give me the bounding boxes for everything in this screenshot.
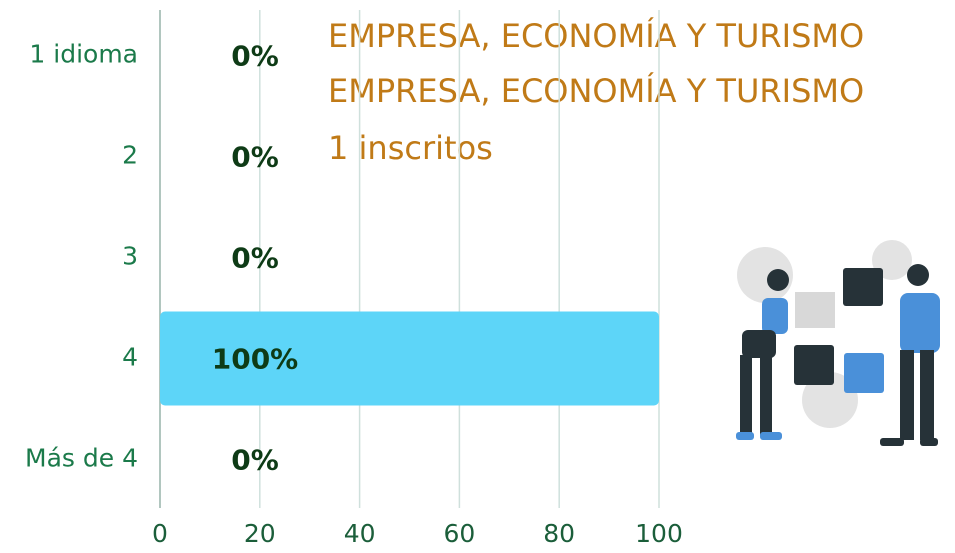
x-tick-label: 80 xyxy=(543,519,575,548)
y-tick-label: 4 xyxy=(122,343,138,372)
chart-caption: 1 inscritos xyxy=(328,129,493,167)
y-tick-label: 1 idioma xyxy=(29,40,138,69)
y-tick-label: Más de 4 xyxy=(25,444,138,473)
value-label: 0% xyxy=(231,40,279,73)
x-tick-label: 60 xyxy=(443,519,475,548)
value-label: 100% xyxy=(212,343,299,376)
chart-subtitle: EMPRESA, ECONOMÍA Y TURISMO xyxy=(328,72,864,110)
value-label: 0% xyxy=(231,444,279,477)
x-tick-label: 40 xyxy=(344,519,376,548)
illustration xyxy=(736,240,940,446)
chart-title: EMPRESA, ECONOMÍA Y TURISMO xyxy=(328,17,864,55)
y-tick-label: 2 xyxy=(122,141,138,170)
value-label: 0% xyxy=(231,242,279,275)
value-label: 0% xyxy=(231,141,279,174)
x-tick-label: 0 xyxy=(152,519,168,548)
x-tick-label: 20 xyxy=(244,519,276,548)
chart: EMPRESA, ECONOMÍA Y TURISMO EMPRESA, ECO… xyxy=(0,0,955,553)
y-tick-label: 3 xyxy=(122,242,138,271)
x-tick-label: 100 xyxy=(635,519,683,548)
